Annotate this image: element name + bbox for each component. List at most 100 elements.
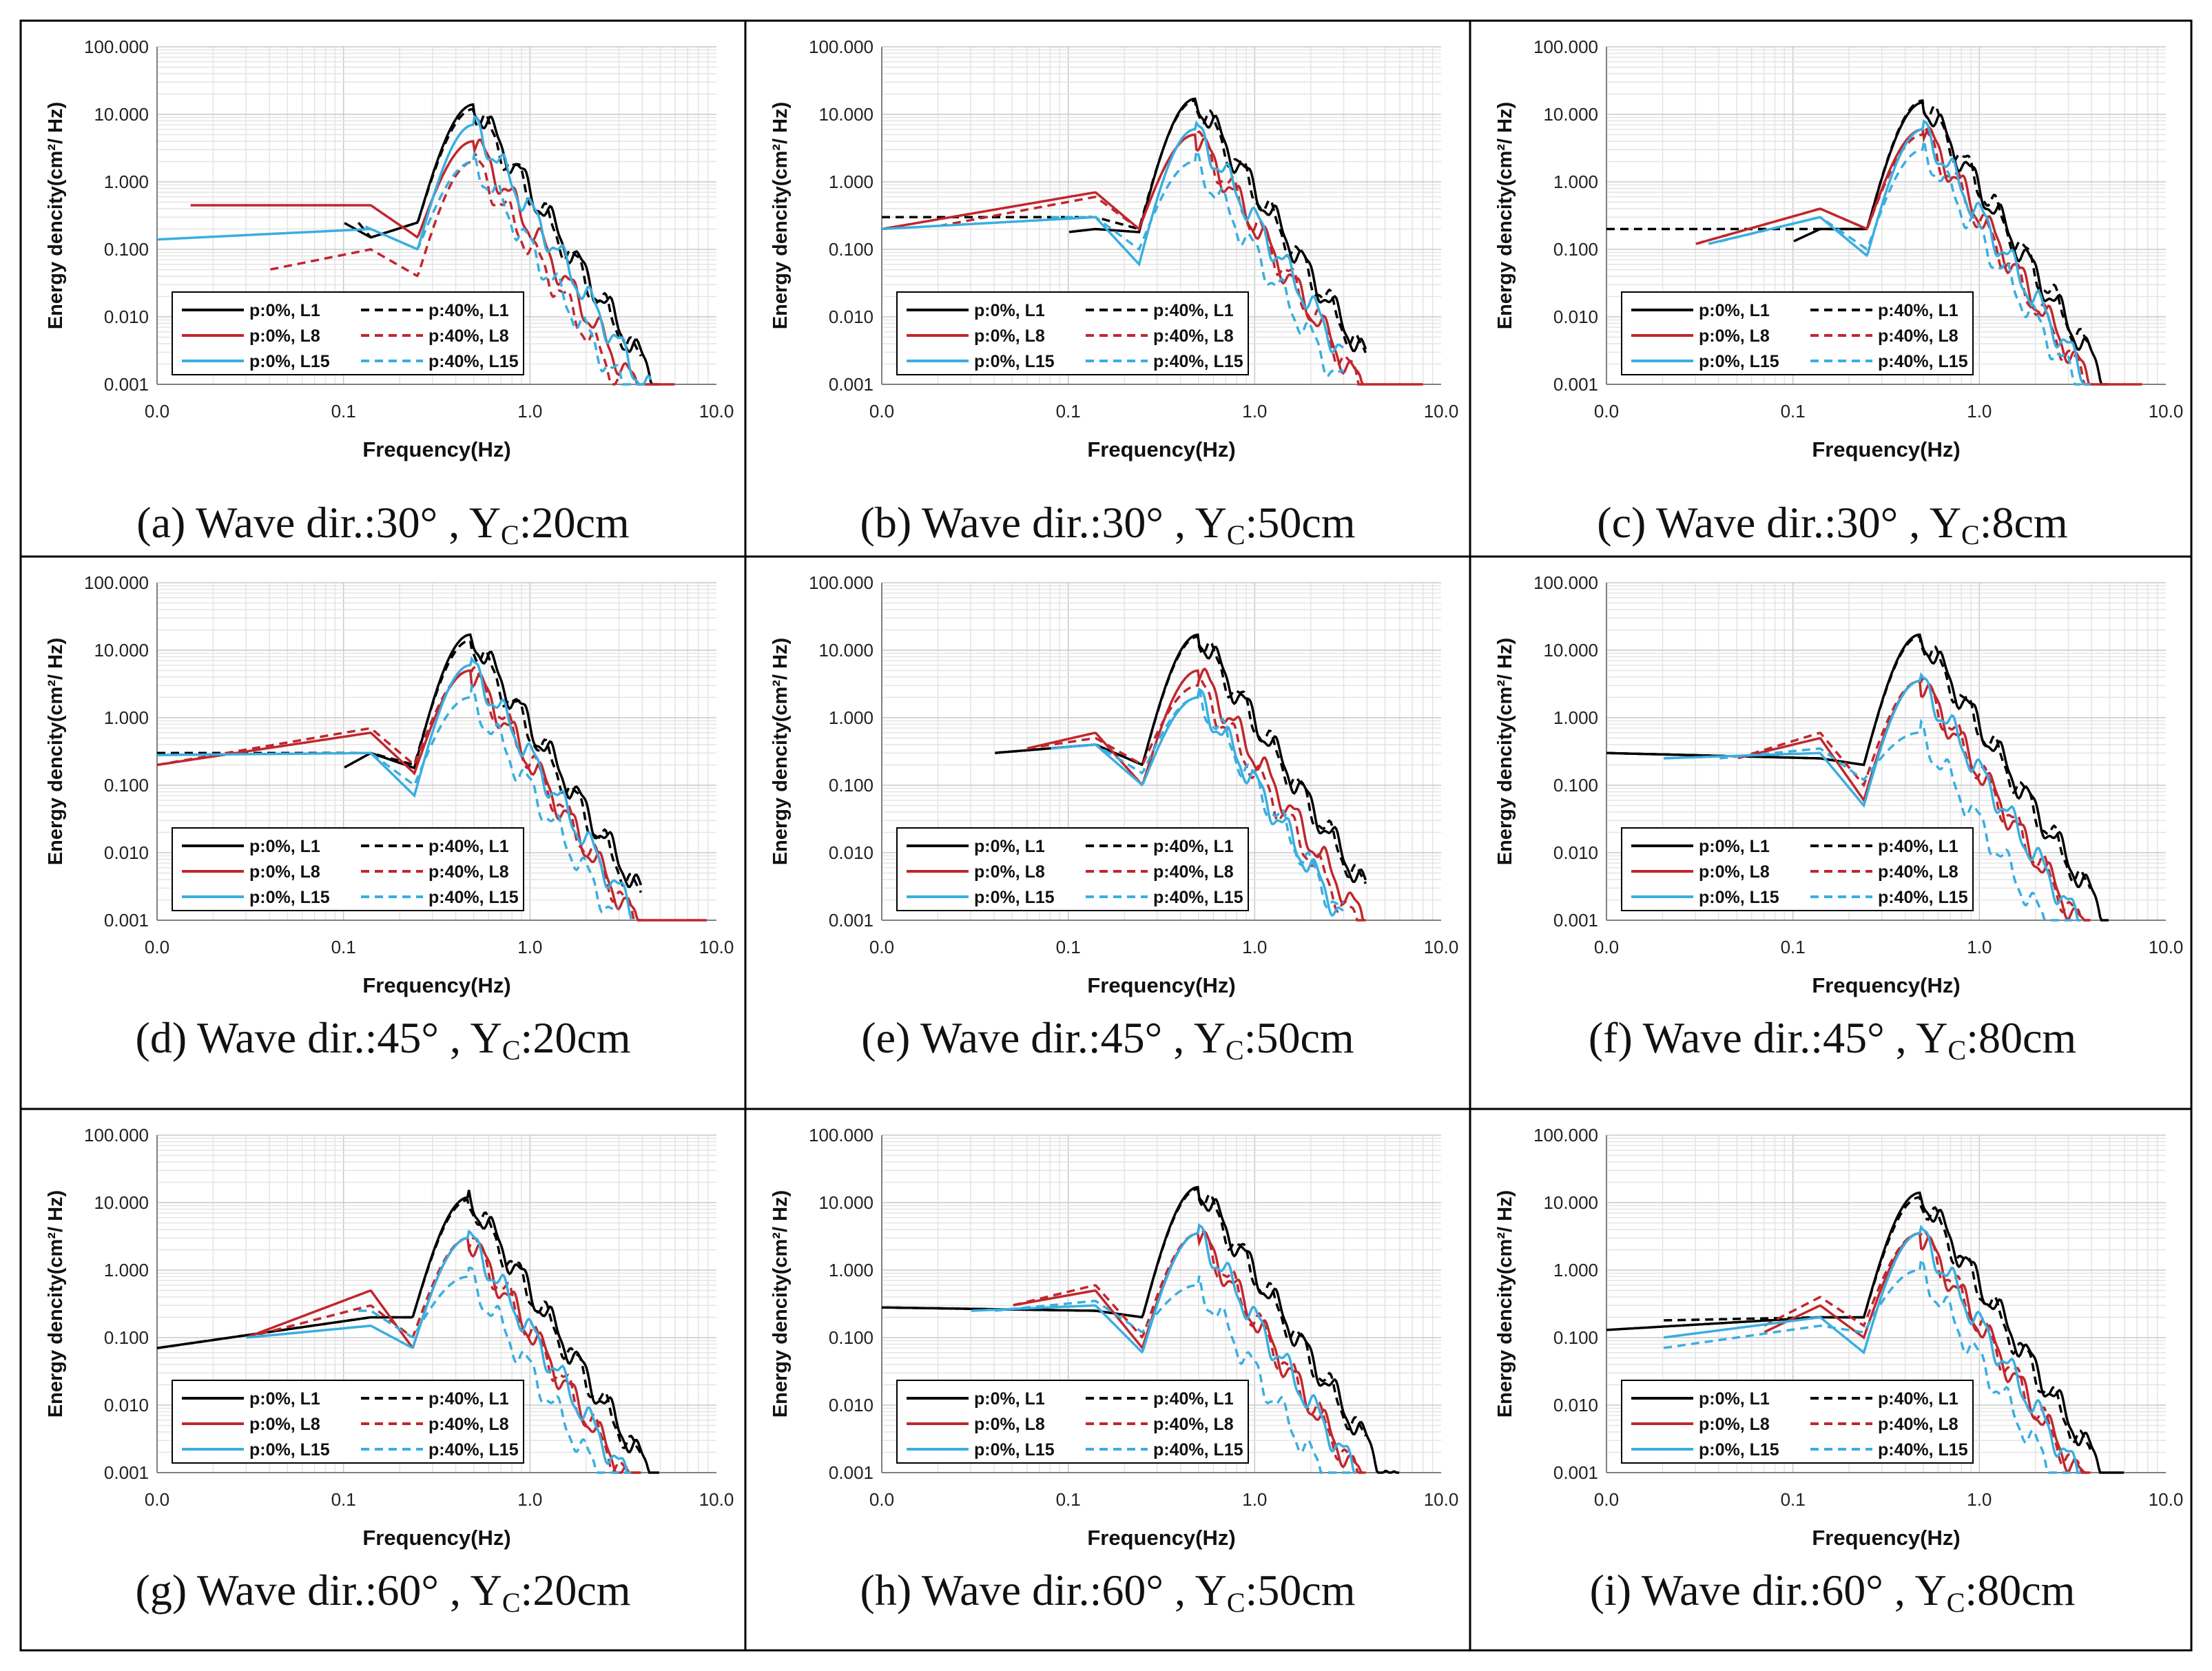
y-tick-label: 0.010 (829, 1395, 874, 1415)
legend-label: p:40%, L1 (428, 837, 509, 856)
y-tick-label: 10.000 (818, 104, 874, 125)
panel-caption: (i) Wave dir.:60° , YC:80cm (1590, 1566, 2076, 1618)
panel-caption: (b) Wave dir.:30° , YC:50cm (860, 498, 1356, 550)
legend-label: p:0%, L15 (974, 888, 1055, 907)
x-tick-label: 1.0 (517, 937, 542, 957)
x-tick-label: 10.0 (1424, 401, 1459, 422)
y-tick-label: 1.000 (829, 1260, 874, 1280)
panel-f: 0.001 0.010 0.100 1.000 10.000 100.000 0.0 0.1 1… (1494, 572, 2183, 1066)
series-line-p-40-l15 (1663, 1256, 2081, 1474)
series-line-p-40-l1 (1606, 635, 2092, 889)
x-axis-label: Frequency(Hz) (1087, 973, 1235, 997)
x-tick-label: 10.0 (699, 937, 734, 957)
y-tick-label: 0.100 (1553, 239, 1598, 260)
y-tick-label: 0.001 (1553, 374, 1598, 395)
x-tick-label: 0.0 (869, 1489, 894, 1510)
y-tick-label: 0.010 (104, 1395, 149, 1415)
legend-label: p:0%, L1 (974, 301, 1045, 320)
x-axis-label: Frequency(Hz) (362, 437, 510, 461)
x-tick-label: 0.1 (1781, 401, 1806, 422)
panel-i: 0.001 0.010 0.100 1.000 10.000 100.000 0.0 0.1 1… (1494, 1125, 2183, 1618)
series-line-p-40-l15 (364, 152, 641, 386)
series-line-p-40-l1 (882, 1187, 1367, 1437)
panel-caption: (f) Wave dir.:45° , YC:80cm (1589, 1013, 2076, 1066)
x-tick-label: 0.0 (1594, 937, 1619, 957)
y-tick-label: 0.010 (829, 307, 874, 327)
series-line-p-40-l15 (995, 1275, 1356, 1474)
x-tick-label: 0.0 (145, 937, 169, 957)
y-tick-label: 10.000 (94, 104, 149, 125)
panel-c: 0.001 0.010 0.100 1.000 10.000 100.000 0.0 0.1 1… (1494, 37, 2183, 550)
series-line-p-0-l15 (1708, 119, 2091, 386)
x-tick-label: 1.0 (1242, 401, 1267, 422)
x-tick-label: 0.1 (331, 1489, 356, 1510)
legend-label: p:40%, L1 (1878, 1389, 1958, 1409)
series-line-p-40-l8 (938, 130, 1366, 386)
legend-label: p:40%, L8 (1153, 862, 1234, 882)
legend-label: p:0%, L8 (249, 326, 320, 346)
x-tick-label: 1.0 (1967, 937, 1992, 957)
x-axis-label: Frequency(Hz) (362, 973, 510, 997)
legend-label: p:0%, L1 (1699, 837, 1770, 856)
legend-label: p:0%, L1 (249, 301, 320, 320)
x-tick-label: 0.1 (1056, 937, 1081, 957)
panel-g: 0.001 0.010 0.100 1.000 10.000 100.000 0.0 0.1 1… (45, 1125, 734, 1618)
series-line-p-0-l15 (1664, 672, 2081, 922)
x-tick-label: 10.0 (2149, 401, 2184, 422)
figure-border (19, 19, 2193, 1652)
legend-label: p:0%, L1 (249, 837, 320, 856)
x-tick-label: 0.0 (1594, 401, 1619, 422)
legend-label: p:40%, L8 (1878, 326, 1958, 346)
x-tick-label: 0.1 (1781, 1489, 1806, 1510)
legend-label: p:40%, L8 (1153, 326, 1234, 346)
y-tick-label: 100.000 (1533, 572, 1598, 593)
x-tick-label: 1.0 (1967, 1489, 1992, 1510)
y-tick-label: 100.000 (1533, 1125, 1598, 1145)
legend-label: p:40%, L1 (1878, 837, 1958, 856)
x-tick-label: 0.0 (869, 937, 894, 957)
legend-box (172, 1380, 524, 1464)
y-tick-label: 100.000 (84, 572, 149, 593)
y-tick-label: 10.000 (818, 1192, 874, 1213)
y-axis-label: Energy dencity(cm²/ Hz) (769, 638, 792, 865)
legend-label: p:40%, L15 (428, 888, 519, 907)
legend-label: p:0%, L15 (249, 352, 330, 371)
y-tick-label: 1.000 (1553, 707, 1598, 728)
series-line-p-0-l8 (156, 669, 707, 922)
x-tick-label: 0.0 (869, 401, 894, 422)
y-tick-label: 100.000 (84, 37, 149, 57)
legend-label: p:40%, L1 (1153, 1389, 1234, 1409)
series-line-p-40-l1 (1606, 99, 2092, 349)
y-tick-label: 0.010 (104, 842, 149, 863)
legend-label: p:40%, L1 (1153, 837, 1234, 856)
legend-label: p:40%, L15 (428, 1440, 519, 1460)
legend-label: p:40%, L15 (1878, 1440, 1968, 1460)
legend-label: p:0%, L15 (1699, 888, 1779, 907)
x-tick-label: 0.0 (145, 1489, 169, 1510)
x-axis-label: Frequency(Hz) (1087, 1526, 1235, 1550)
x-axis-label: Frequency(Hz) (1087, 437, 1235, 461)
x-tick-label: 10.0 (1424, 1489, 1459, 1510)
legend-label: p:0%, L15 (1699, 1440, 1779, 1460)
y-tick-label: 10.000 (1543, 640, 1598, 661)
x-tick-label: 0.0 (1594, 1489, 1619, 1510)
legend-label: p:0%, L1 (974, 837, 1045, 856)
y-tick-label: 1.000 (104, 172, 149, 192)
legend-label: p:40%, L8 (428, 862, 509, 882)
legend-label: p:40%, L8 (1153, 1415, 1234, 1434)
legend-label: p:40%, L15 (1153, 888, 1243, 907)
y-axis-label: Energy dencity(cm²/ Hz) (1494, 638, 1516, 865)
x-axis-label: Frequency(Hz) (1812, 973, 1960, 997)
panel-e: 0.001 0.010 0.100 1.000 10.000 100.000 0.0 0.1 1… (769, 572, 1458, 1066)
panel-h: 0.001 0.010 0.100 1.000 10.000 100.000 0.0 0.1 1… (769, 1125, 1458, 1618)
panel-caption: (h) Wave dir.:60° , YC:50cm (860, 1566, 1356, 1618)
series-line-p-0-l1 (1606, 1191, 2125, 1474)
x-tick-label: 10.0 (2149, 937, 2184, 957)
x-tick-label: 0.1 (331, 937, 356, 957)
x-tick-label: 10.0 (1424, 937, 1459, 957)
y-tick-label: 0.010 (1553, 842, 1598, 863)
legend-label: p:40%, L8 (1878, 862, 1958, 882)
legend-label: p:0%, L15 (249, 1440, 330, 1460)
y-tick-label: 0.001 (104, 910, 149, 931)
legend-label: p:0%, L8 (974, 862, 1045, 882)
